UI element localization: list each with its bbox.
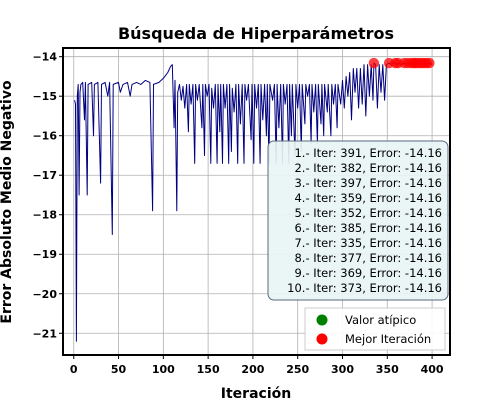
y-tick-label: −21 [32, 327, 57, 340]
x-tick-label: 50 [111, 363, 127, 376]
annotation-background [267, 140, 449, 301]
legend-label: Mejor Iteración [345, 332, 431, 346]
annotation-line: 6.- Iter: 385, Error: -14.16 [294, 221, 442, 235]
x-tick-label: 0 [70, 363, 78, 376]
annotation-line: 1.- Iter: 391, Error: -14.16 [294, 146, 442, 160]
y-tick-label: −14 [32, 51, 57, 64]
grid-lines [63, 48, 450, 355]
x-tick-label: 250 [286, 363, 309, 376]
error-series-line [74, 62, 433, 342]
x-tick-label: 100 [152, 363, 175, 376]
annotation-line: 10.- Iter: 373, Error: -14.16 [287, 281, 442, 295]
x-tick-label: 150 [197, 363, 220, 376]
legend-background [304, 307, 446, 351]
plot-frame [62, 47, 451, 356]
annotation-lines: 1.- Iter: 391, Error: -14.162.- Iter: 38… [287, 146, 442, 295]
annotation-line: 3.- Iter: 397, Error: -14.16 [294, 176, 442, 190]
series-line-group [74, 62, 433, 342]
y-tick-label: −19 [32, 248, 57, 261]
chart-title: Búsqueda de Hiperparámetros [118, 24, 394, 43]
best-iteration-point [392, 57, 404, 69]
annotation-line: 4.- Iter: 359, Error: -14.16 [294, 191, 442, 205]
y-axis-label: Error Absoluto Medio Negativo [0, 80, 15, 324]
best-iteration-point [408, 57, 420, 69]
y-axis-ticks: −14 −15 −16 −17 −18 −19 −20 −21 [32, 51, 63, 340]
best-iteration-point [368, 57, 380, 69]
best-iteration-point [421, 57, 432, 69]
legend-label: Valor atípico [345, 313, 416, 327]
annotation-line: 8.- Iter: 377, Error: -14.16 [294, 251, 442, 265]
annotation-line: 5.- Iter: 352, Error: -14.16 [294, 206, 442, 220]
y-tick-label: −18 [32, 209, 57, 222]
annotation-line: 7.- Iter: 335, Error: -14.16 [294, 236, 442, 250]
annotation-line: 2.- Iter: 382, Error: -14.16 [294, 161, 442, 175]
y-tick-label: −16 [32, 130, 57, 143]
x-tick-label: 400 [421, 363, 444, 376]
legend: Valor atípico Mejor Iteración [304, 307, 446, 351]
legend-entries: Valor atípico Mejor Iteración [316, 313, 431, 346]
x-axis-ticks: 0 50 100 150 200 250 300 350 400 [70, 355, 444, 376]
best-iteration-points [368, 57, 435, 69]
x-axis-label: Iteración [221, 386, 291, 400]
y-tick-label: −17 [32, 169, 57, 182]
x-tick-label: 300 [331, 363, 354, 376]
annotation-box: 1.- Iter: 391, Error: -14.162.- Iter: 38… [267, 140, 449, 301]
annotation-line: 9.- Iter: 369, Error: -14.16 [294, 266, 442, 280]
legend-marker [316, 333, 328, 345]
x-tick-label: 350 [376, 363, 399, 376]
x-tick-label: 200 [241, 363, 264, 376]
y-tick-label: −20 [32, 288, 57, 301]
legend-marker [316, 314, 328, 326]
y-tick-label: −15 [32, 90, 57, 103]
